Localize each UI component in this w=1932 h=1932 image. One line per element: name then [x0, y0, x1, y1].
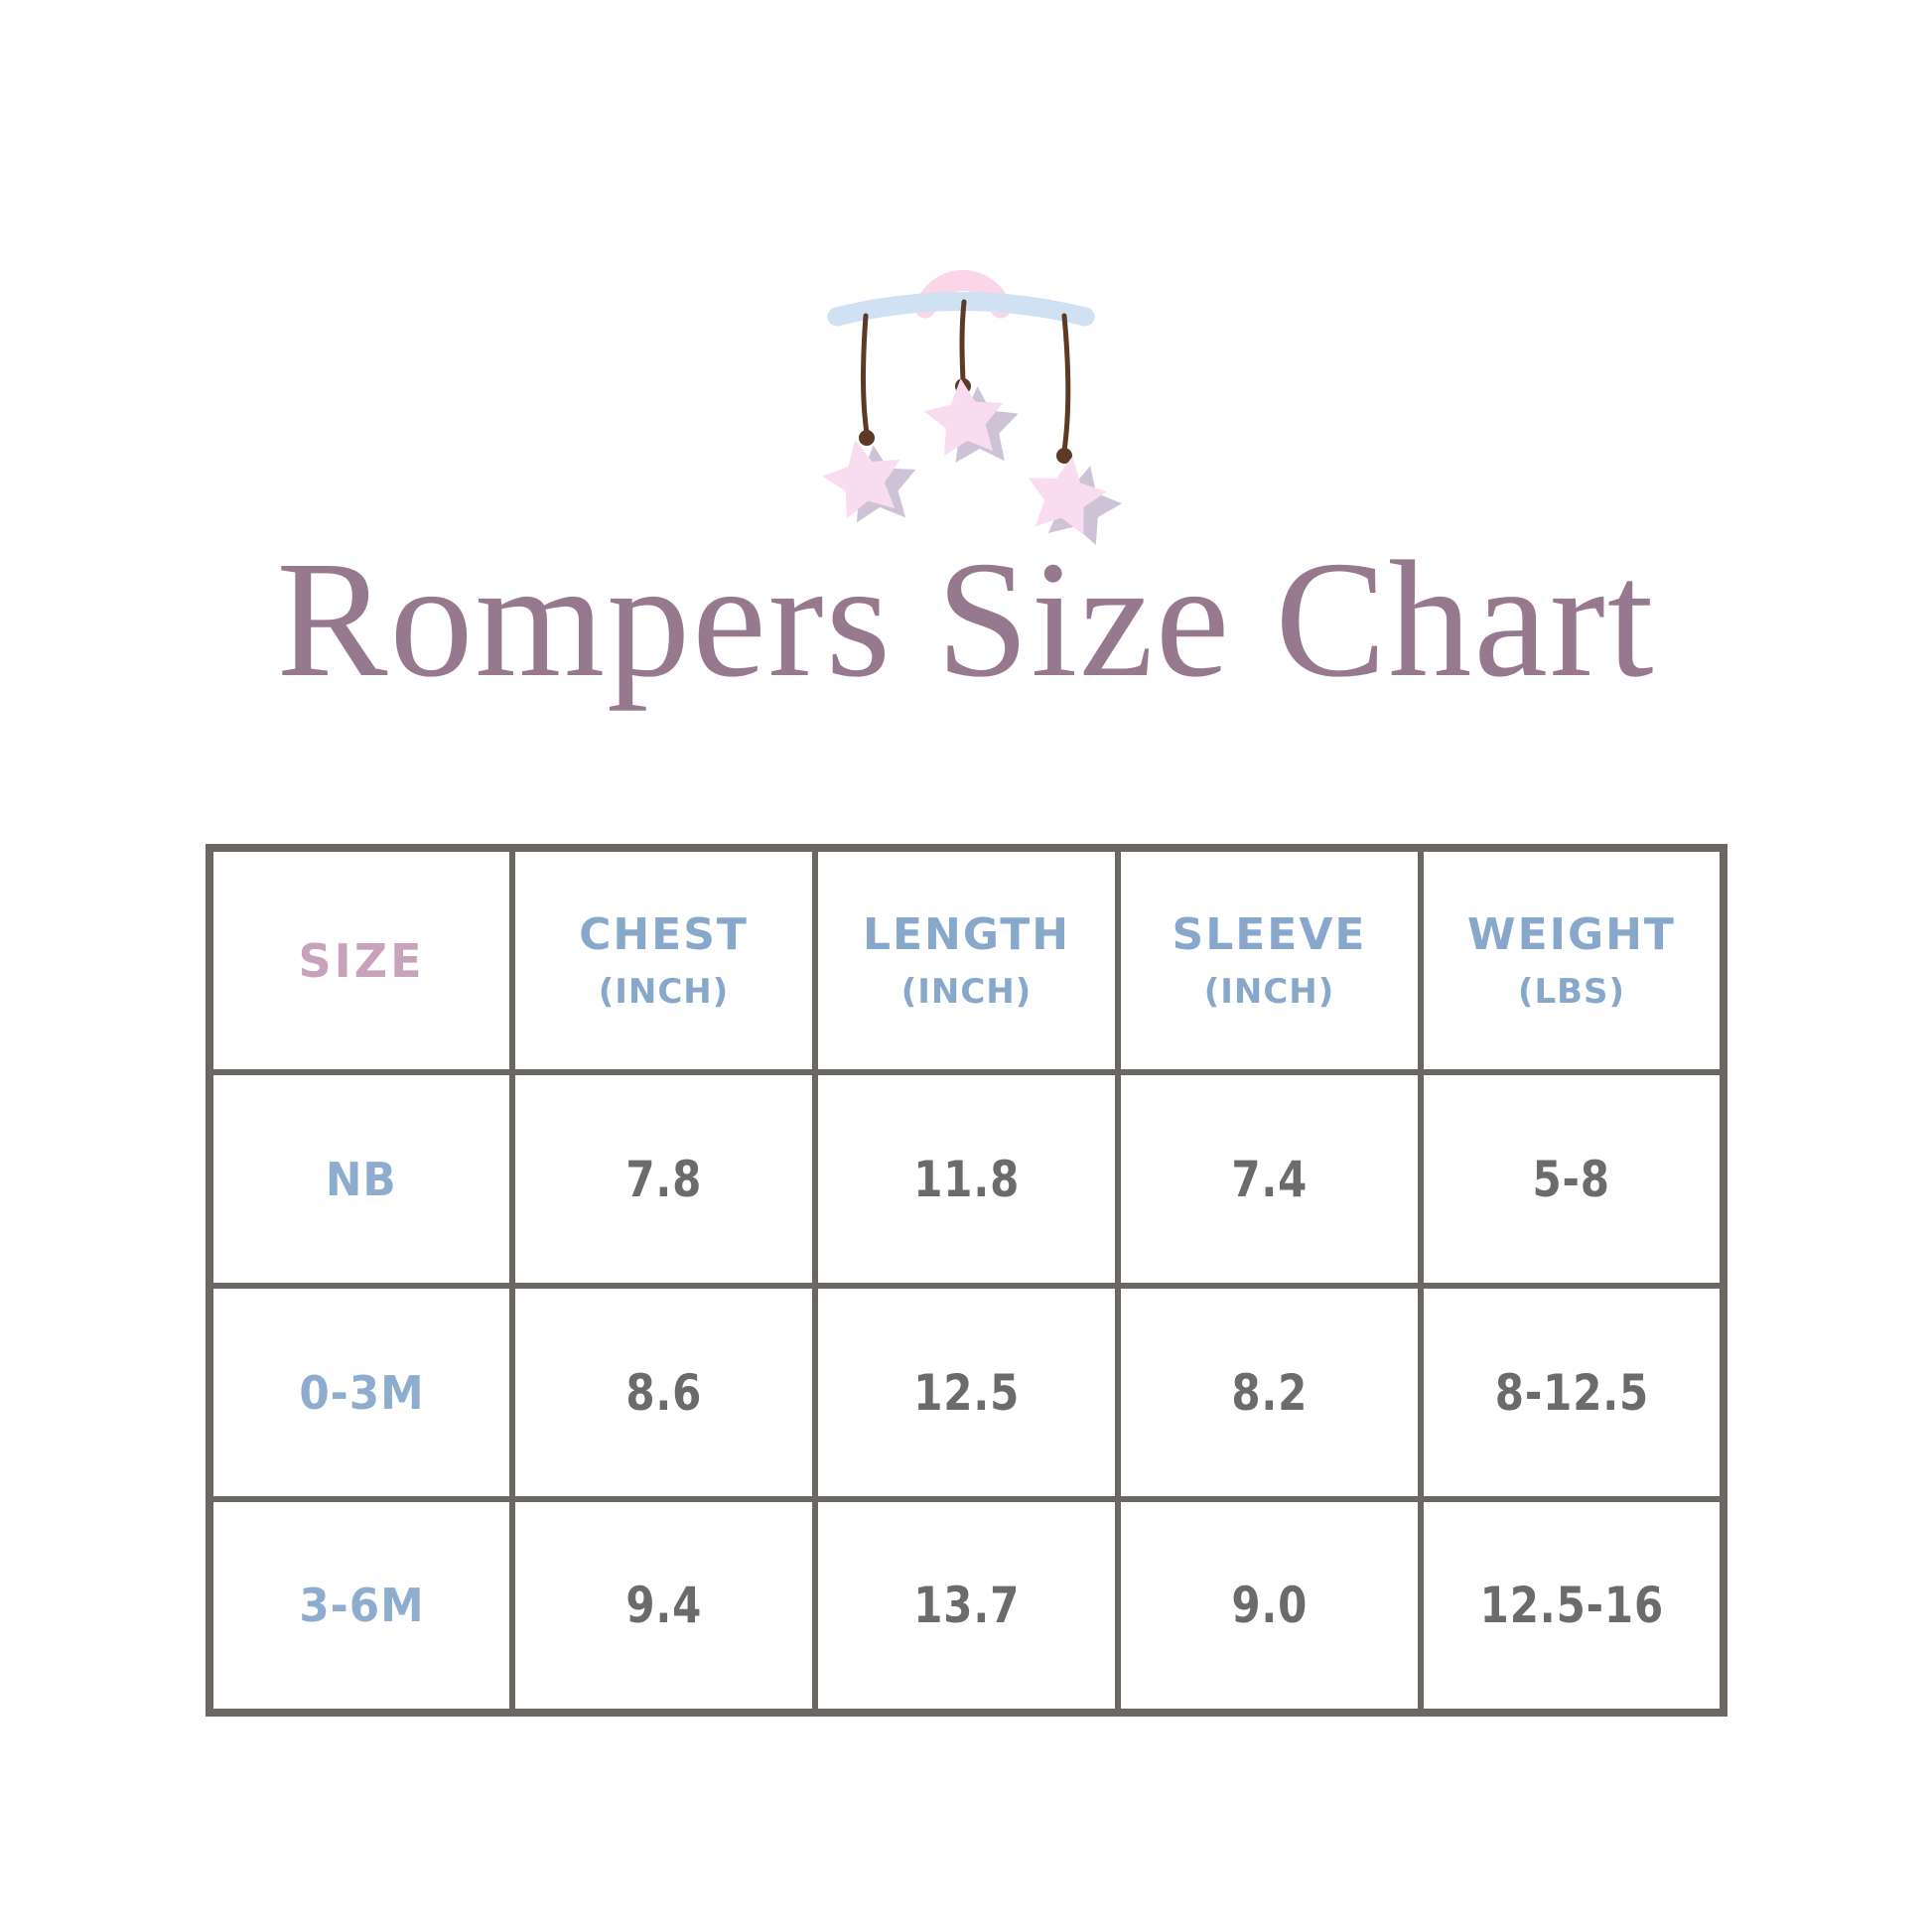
table-header-row: SIZE CHEST (INCH) LENGTH (INCH) SLEEVE (…	[207, 845, 1726, 1075]
cell-value: 7.8	[625, 1150, 702, 1208]
row-3-6m-size-cell: 3-6M	[207, 1496, 515, 1716]
mobile-string-left	[861, 313, 870, 436]
cell-value: 13.7	[913, 1577, 1020, 1634]
row-nb-sleeve-cell: 7.4	[1115, 1069, 1424, 1289]
row-3-6m-sleeve-cell: 9.0	[1115, 1496, 1424, 1716]
row-0-3m-weight-cell: 8-12.5	[1418, 1283, 1726, 1502]
row-0-3m-size-cell: 0-3M	[207, 1283, 515, 1502]
table-row-nb: NB 7.8 11.8 7.4 5-8	[207, 1069, 1726, 1289]
header-chest: CHEST (INCH)	[509, 845, 818, 1075]
mobile-hanger-bar	[827, 292, 1095, 327]
cell-value: 8.6	[625, 1363, 702, 1422]
mobile-string-middle	[959, 299, 967, 384]
size-chart-table: SIZE CHEST (INCH) LENGTH (INCH) SLEEVE (…	[206, 844, 1727, 1717]
row-3-6m-weight-cell: 12.5-16	[1418, 1496, 1726, 1716]
string-knot-right	[1056, 448, 1072, 464]
header-weight: WEIGHT (LBS)	[1418, 845, 1726, 1075]
header-length-unit: (INCH)	[900, 972, 1033, 1012]
header-chest-label: CHEST	[579, 909, 749, 960]
header-chest-unit: (INCH)	[598, 972, 730, 1012]
cell-value: 9.4	[625, 1577, 702, 1634]
row-label: 0-3M	[298, 1365, 425, 1420]
header-size: SIZE	[207, 845, 515, 1075]
cell-value: 9.0	[1231, 1577, 1308, 1634]
header-length-label: LENGTH	[862, 909, 1071, 960]
row-nb-length-cell: 11.8	[812, 1069, 1121, 1289]
row-0-3m-chest-cell: 8.6	[509, 1283, 818, 1502]
table-row-3-6m: 3-6M 9.4 13.7 9.0 12.5-16	[207, 1496, 1726, 1716]
cell-value: 8-12.5	[1494, 1363, 1649, 1422]
cell-value: 5-8	[1532, 1150, 1611, 1208]
header-sleeve-label: SLEEVE	[1172, 909, 1367, 960]
header-weight-unit: (LBS)	[1517, 972, 1626, 1012]
baby-mobile-icon	[816, 270, 1129, 546]
header-sleeve-unit: (INCH)	[1203, 972, 1335, 1012]
header-sleeve: SLEEVE (INCH)	[1115, 845, 1424, 1075]
row-0-3m-sleeve-cell: 8.2	[1115, 1283, 1424, 1502]
header-size-label: SIZE	[298, 933, 425, 988]
page-title: Rompers Size Chart	[276, 527, 1656, 712]
cell-value: 11.8	[913, 1150, 1020, 1208]
header-weight-label: WEIGHT	[1467, 909, 1676, 960]
row-label: NB	[326, 1152, 397, 1206]
row-3-6m-length-cell: 13.7	[812, 1496, 1121, 1716]
cell-value: 8.2	[1231, 1363, 1308, 1422]
row-0-3m-length-cell: 12.5	[812, 1283, 1121, 1502]
table-row-0-3m: 0-3M 8.6 12.5 8.2 8-12.5	[207, 1283, 1726, 1502]
mobile-string-right	[1061, 313, 1071, 454]
header-length: LENGTH (INCH)	[812, 845, 1121, 1075]
cell-value: 12.5	[913, 1363, 1020, 1422]
row-nb-chest-cell: 7.8	[509, 1069, 818, 1289]
cell-value: 7.4	[1231, 1150, 1308, 1208]
row-nb-size-cell: NB	[207, 1069, 515, 1289]
row-3-6m-chest-cell: 9.4	[509, 1496, 818, 1716]
row-nb-weight-cell: 5-8	[1418, 1069, 1726, 1289]
string-knot-left	[859, 430, 875, 446]
row-label: 3-6M	[298, 1579, 425, 1632]
cell-value: 12.5-16	[1479, 1577, 1664, 1634]
